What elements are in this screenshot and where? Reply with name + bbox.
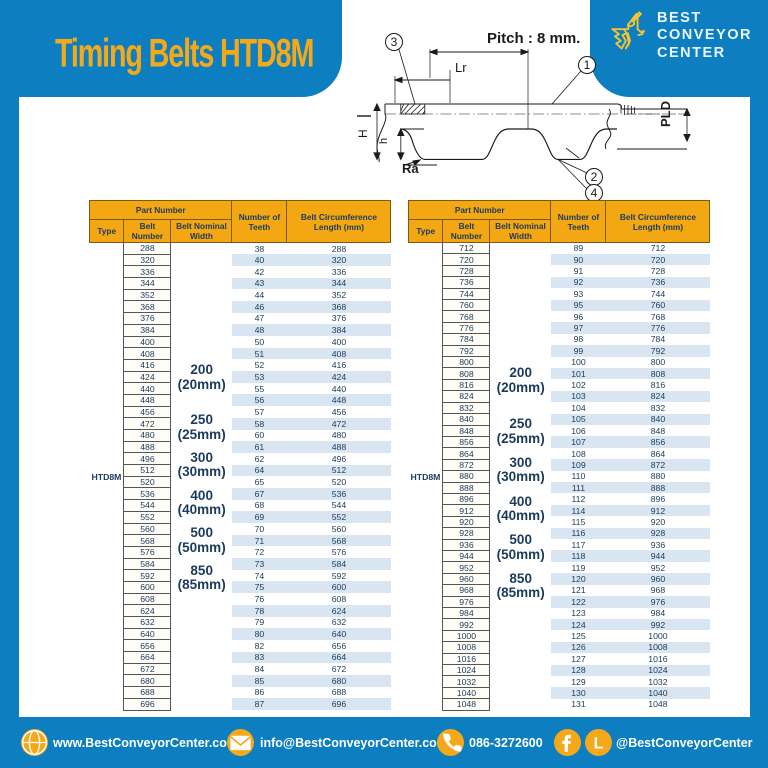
- svg-text:4: 4: [591, 186, 598, 200]
- svg-text:2: 2: [591, 170, 598, 184]
- svg-text:H: H: [356, 129, 370, 138]
- svg-text:L: L: [594, 734, 604, 752]
- svg-text:h: h: [378, 138, 390, 144]
- svg-text:Lr: Lr: [455, 60, 467, 75]
- svg-text:1: 1: [584, 58, 591, 72]
- svg-text:Pitch : 8 mm.: Pitch : 8 mm.: [487, 30, 580, 47]
- svg-text:PLD: PLD: [658, 101, 673, 127]
- svg-text:3: 3: [391, 35, 398, 49]
